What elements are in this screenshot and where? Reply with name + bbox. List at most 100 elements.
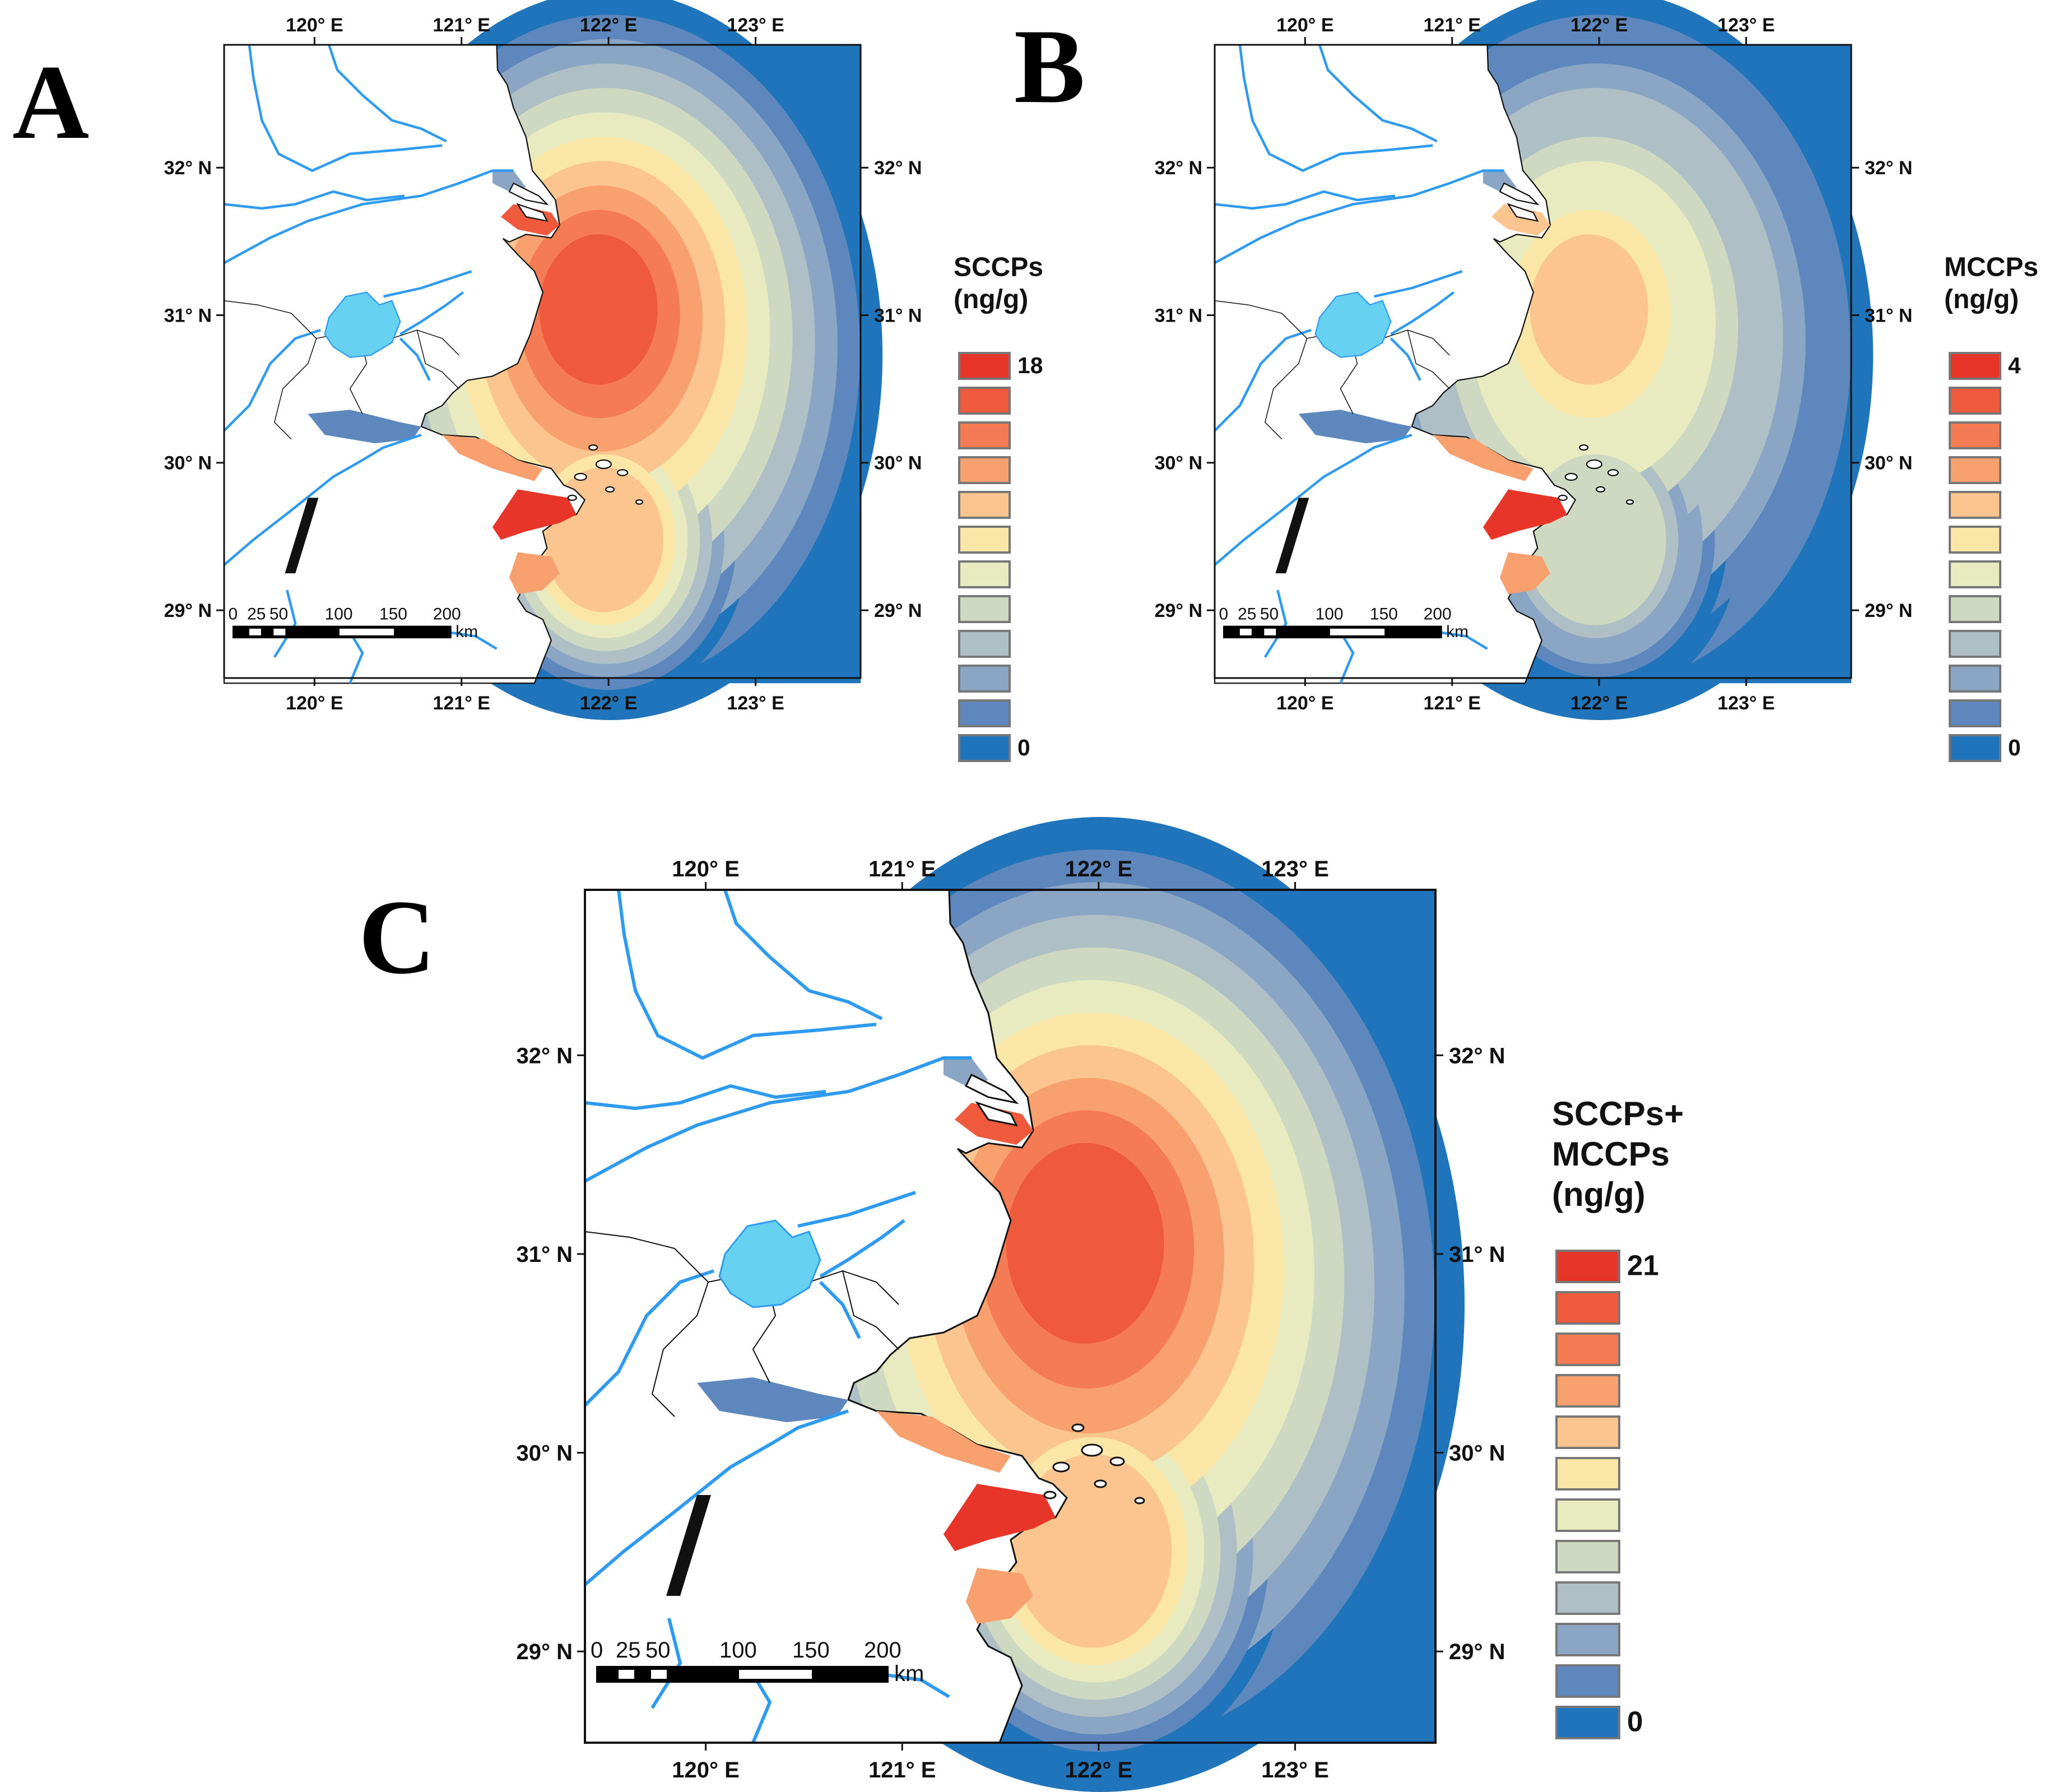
lon-label-top: 122° E [1065, 857, 1133, 881]
islands [508, 182, 644, 505]
lon-label-bottom: 120° E [672, 1758, 740, 1782]
lon-label-bottom: 120° E [1276, 693, 1333, 714]
legend-swatch [1949, 352, 2001, 380]
lat-ticks: 32° N 32° N 31° N 31° N 30° N 30° N 29° N 29° N [164, 157, 922, 621]
scale-label: 100 [1316, 605, 1344, 623]
lat-label-left: 31° N [164, 305, 212, 326]
lon-label-bottom: 122° E [580, 693, 637, 714]
legend-title: (ng/g) [1552, 1176, 1646, 1213]
lat-label-right: 29° N [1865, 600, 1912, 621]
legend-swatch [1949, 734, 2001, 762]
scale-label: 50 [1260, 605, 1279, 623]
lon-label-bottom: 121° E [433, 693, 490, 714]
lat-label-right: 30° N [874, 453, 922, 474]
legend-swatch [1949, 526, 2001, 554]
legend-swatch [1949, 491, 2001, 519]
legend-swatch [1555, 1374, 1620, 1408]
lon-label-top: 123° E [727, 15, 784, 36]
legend-swatch [958, 421, 1011, 449]
legend-swatch [1949, 699, 2001, 727]
lat-label-right: 30° N [1449, 1441, 1505, 1466]
lat-ticks: 32° N 32° N 31° N 31° N 30° N 30° N 29° N 29° N [517, 1043, 1505, 1664]
legend-title: SCCPs+ [1552, 1095, 1684, 1132]
lat-label-left: 30° N [1155, 453, 1202, 474]
legend-swatch [1949, 560, 2001, 588]
map-frame [223, 44, 862, 679]
lat-ticks: 32° N 32° N 31° N 31° N 30° N 30° N 29° N 29° N [1155, 157, 1913, 621]
lon-label-bottom: 122° E [1570, 693, 1628, 714]
scale-label: 50 [269, 605, 288, 623]
lon-label-bottom: 123° E [727, 693, 784, 714]
legend-title: MCCPs [1944, 252, 2038, 282]
north-arrow [1275, 498, 1309, 574]
legend-swatch [958, 560, 1011, 588]
legend-min-label: 0 [1627, 1706, 1643, 1738]
legend-swatch [1555, 1457, 1620, 1491]
lat-label-left: 30° N [164, 453, 212, 474]
legend-swatch [958, 734, 1011, 762]
legend-swatch [1949, 665, 2001, 693]
rivers [223, 44, 514, 684]
lat-label-right: 31° N [1449, 1242, 1505, 1267]
legend-min-label: 0 [2008, 735, 2021, 760]
legend-swatch [958, 595, 1011, 623]
lat-label-right: 30° N [1865, 453, 1912, 474]
lon-label-top: 123° E [1717, 15, 1774, 36]
legend-swatch [1555, 1540, 1620, 1573]
lat-label-right: 31° N [1865, 305, 1912, 326]
lon-label-bottom: 123° E [1261, 1758, 1329, 1782]
coastal-contours [1298, 170, 1567, 595]
lat-label-right: 31° N [874, 305, 922, 326]
lat-label-left: 31° N [517, 1242, 573, 1267]
lon-label-bottom: 122° E [1065, 1758, 1133, 1782]
legend-swatch [1949, 630, 2001, 658]
legend-swatch [1555, 1581, 1620, 1615]
lat-label-left: 29° N [164, 600, 212, 621]
lat-label-left: 30° N [517, 1441, 573, 1466]
scale-unit: km [1446, 623, 1469, 641]
scale-label: 25 [616, 1638, 641, 1663]
scale-bar: 0 25 50 100 150 200 km [1219, 605, 1469, 640]
map-frame [584, 889, 1437, 1744]
lon-label-top: 122° E [580, 15, 637, 36]
legend: SCCPs+MCCPs(ng/g) 21 0 [1552, 1095, 1684, 1739]
scale-label: 25 [247, 605, 266, 623]
north-arrow [666, 1495, 711, 1596]
lon-label-bottom: 120° E [286, 693, 343, 714]
legend-swatch [958, 352, 1011, 380]
lon-label-top: 122° E [1570, 15, 1628, 36]
scale-label: 150 [379, 605, 407, 623]
legend-title: MCCPs [1552, 1135, 1670, 1173]
lat-label-right: 29° N [874, 600, 922, 621]
legend-swatch [958, 699, 1011, 727]
map-area: 0 25 50 100 150 200 km [583, 817, 1465, 1792]
scale-label: 100 [325, 605, 353, 623]
legend-swatch [958, 630, 1011, 658]
legend-swatch [1949, 421, 2001, 449]
panel-c: C [359, 817, 1684, 1792]
lat-label-left: 32° N [164, 157, 212, 179]
legend-max-label: 4 [2008, 352, 2021, 378]
scale-label: 0 [591, 1638, 603, 1663]
lon-label-bottom: 123° E [1717, 693, 1774, 714]
lake-taihu [718, 1219, 821, 1308]
lon-label-top: 123° E [1261, 857, 1329, 881]
panel-label: A [12, 44, 89, 161]
scale-label: 0 [1219, 605, 1228, 623]
rivers [1214, 44, 1504, 684]
lat-label-left: 31° N [1155, 305, 1202, 326]
legend-swatch [1949, 595, 2001, 623]
map-frame [1214, 44, 1852, 679]
scale-label: 200 [864, 1638, 901, 1663]
lon-label-top: 120° E [672, 857, 740, 881]
map-area: 0 25 50 100 150 200 km [1214, 0, 1873, 720]
legend: MCCPs (ng/g) 4 0 [1944, 252, 2038, 762]
islands [1499, 182, 1634, 505]
lon-label-top: 121° E [868, 857, 936, 881]
lat-label-right: 32° N [874, 157, 922, 179]
legend-swatch [1555, 1415, 1620, 1449]
legend-swatch [1949, 387, 2001, 415]
map-area: 0 25 50 100 150 200 km [223, 0, 882, 720]
scale-label: 200 [1424, 605, 1452, 623]
